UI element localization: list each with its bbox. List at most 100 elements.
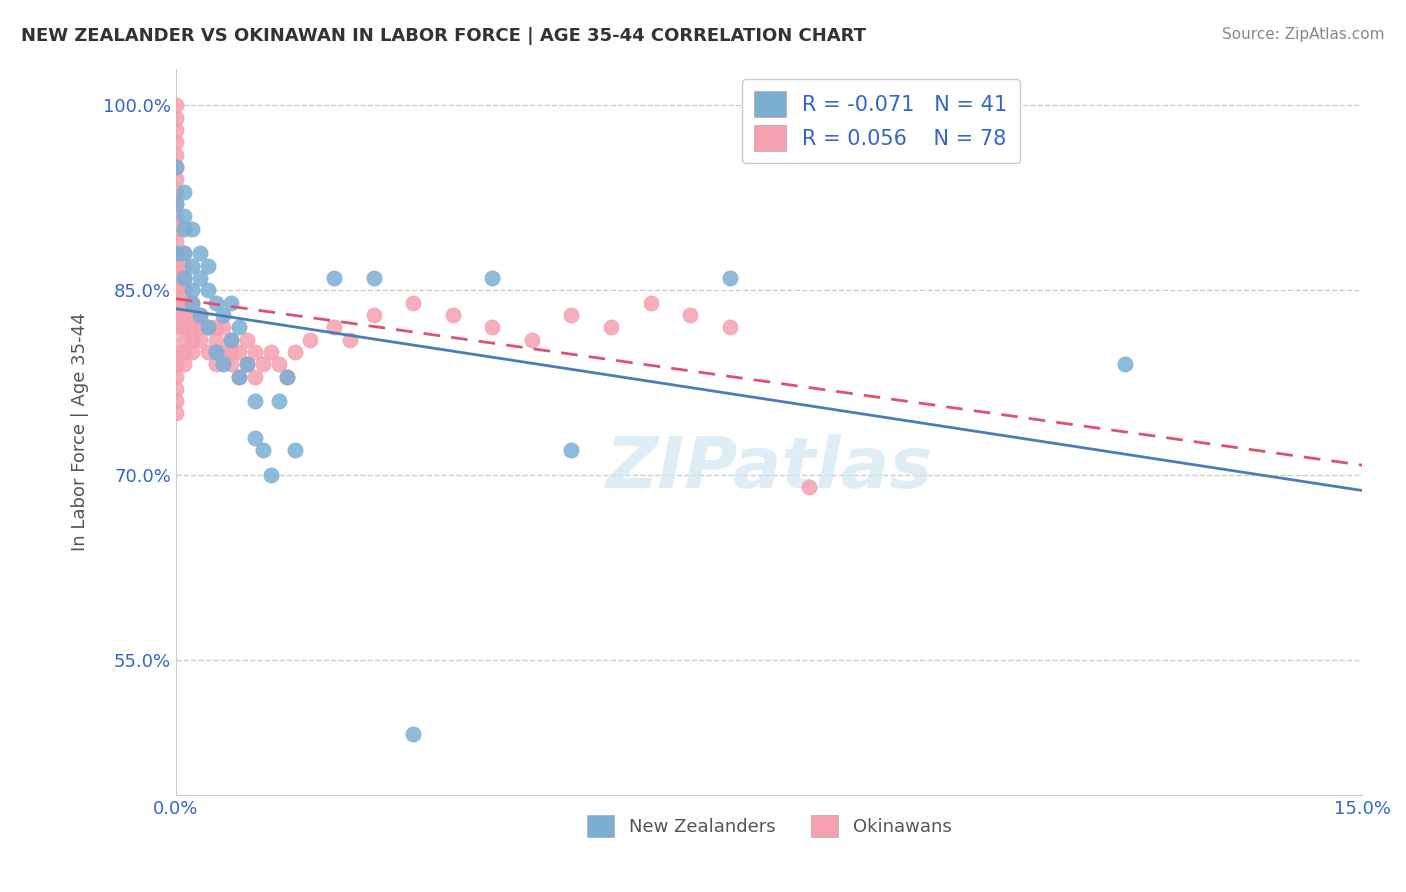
Point <box>1114 357 1136 371</box>
Point <box>165 283 187 297</box>
Point <box>165 234 187 248</box>
Point <box>267 394 290 409</box>
Point <box>260 344 283 359</box>
Point <box>180 221 202 235</box>
Point <box>165 123 187 137</box>
Point <box>276 369 298 384</box>
Point <box>173 246 195 260</box>
Point <box>197 344 219 359</box>
Point <box>228 344 250 359</box>
Point <box>236 357 259 371</box>
Point <box>165 407 187 421</box>
Point <box>221 344 243 359</box>
Point <box>165 210 187 224</box>
Point <box>323 320 346 334</box>
Point <box>679 308 702 322</box>
Point <box>165 382 187 396</box>
Point <box>173 271 195 285</box>
Point <box>173 246 195 260</box>
Point <box>243 344 266 359</box>
Point <box>252 443 274 458</box>
Point <box>173 283 195 297</box>
Point <box>402 295 425 310</box>
Point <box>165 98 187 112</box>
Point <box>165 394 187 409</box>
Point <box>221 333 243 347</box>
Text: ZIPatlas: ZIPatlas <box>606 434 934 503</box>
Point <box>221 357 243 371</box>
Point <box>188 333 211 347</box>
Point <box>236 357 259 371</box>
Point <box>165 160 187 174</box>
Point <box>212 308 235 322</box>
Point <box>204 333 226 347</box>
Point <box>228 320 250 334</box>
Point <box>197 259 219 273</box>
Point <box>197 320 219 334</box>
Point <box>797 480 820 494</box>
Point <box>284 344 307 359</box>
Point <box>197 320 219 334</box>
Point <box>165 246 187 260</box>
Point <box>180 333 202 347</box>
Point <box>284 443 307 458</box>
Text: Source: ZipAtlas.com: Source: ZipAtlas.com <box>1222 27 1385 42</box>
Point <box>228 369 250 384</box>
Point <box>243 394 266 409</box>
Point <box>228 369 250 384</box>
Point <box>481 320 503 334</box>
Point <box>180 295 202 310</box>
Point <box>173 333 195 347</box>
Point <box>718 271 741 285</box>
Point <box>212 344 235 359</box>
Point <box>180 320 202 334</box>
Point <box>173 221 195 235</box>
Point <box>197 283 219 297</box>
Point <box>188 320 211 334</box>
Point <box>165 308 187 322</box>
Point <box>640 295 662 310</box>
Point <box>173 295 195 310</box>
Point <box>188 271 211 285</box>
Point <box>180 308 202 322</box>
Point <box>560 308 582 322</box>
Point <box>165 197 187 211</box>
Point <box>481 271 503 285</box>
Point <box>243 431 266 445</box>
Point <box>165 221 187 235</box>
Point <box>173 210 195 224</box>
Legend: New Zealanders, Okinawans: New Zealanders, Okinawans <box>579 808 959 845</box>
Point <box>520 333 543 347</box>
Point <box>165 136 187 150</box>
Point <box>204 344 226 359</box>
Point <box>165 320 187 334</box>
Y-axis label: In Labor Force | Age 35-44: In Labor Force | Age 35-44 <box>72 313 89 551</box>
Point <box>165 271 187 285</box>
Point <box>204 320 226 334</box>
Point <box>323 271 346 285</box>
Point <box>188 308 211 322</box>
Point <box>363 308 385 322</box>
Point <box>243 369 266 384</box>
Point <box>165 369 187 384</box>
Point <box>173 259 195 273</box>
Point <box>204 295 226 310</box>
Point <box>252 357 274 371</box>
Point <box>600 320 623 334</box>
Point <box>188 308 211 322</box>
Point <box>165 111 187 125</box>
Point <box>165 259 187 273</box>
Point <box>718 320 741 334</box>
Point <box>339 333 361 347</box>
Point <box>221 295 243 310</box>
Text: NEW ZEALANDER VS OKINAWAN IN LABOR FORCE | AGE 35-44 CORRELATION CHART: NEW ZEALANDER VS OKINAWAN IN LABOR FORCE… <box>21 27 866 45</box>
Point <box>180 344 202 359</box>
Point <box>173 271 195 285</box>
Point <box>363 271 385 285</box>
Point <box>402 727 425 741</box>
Point <box>173 185 195 199</box>
Point <box>165 185 187 199</box>
Point <box>221 333 243 347</box>
Point <box>165 160 187 174</box>
Point <box>260 468 283 483</box>
